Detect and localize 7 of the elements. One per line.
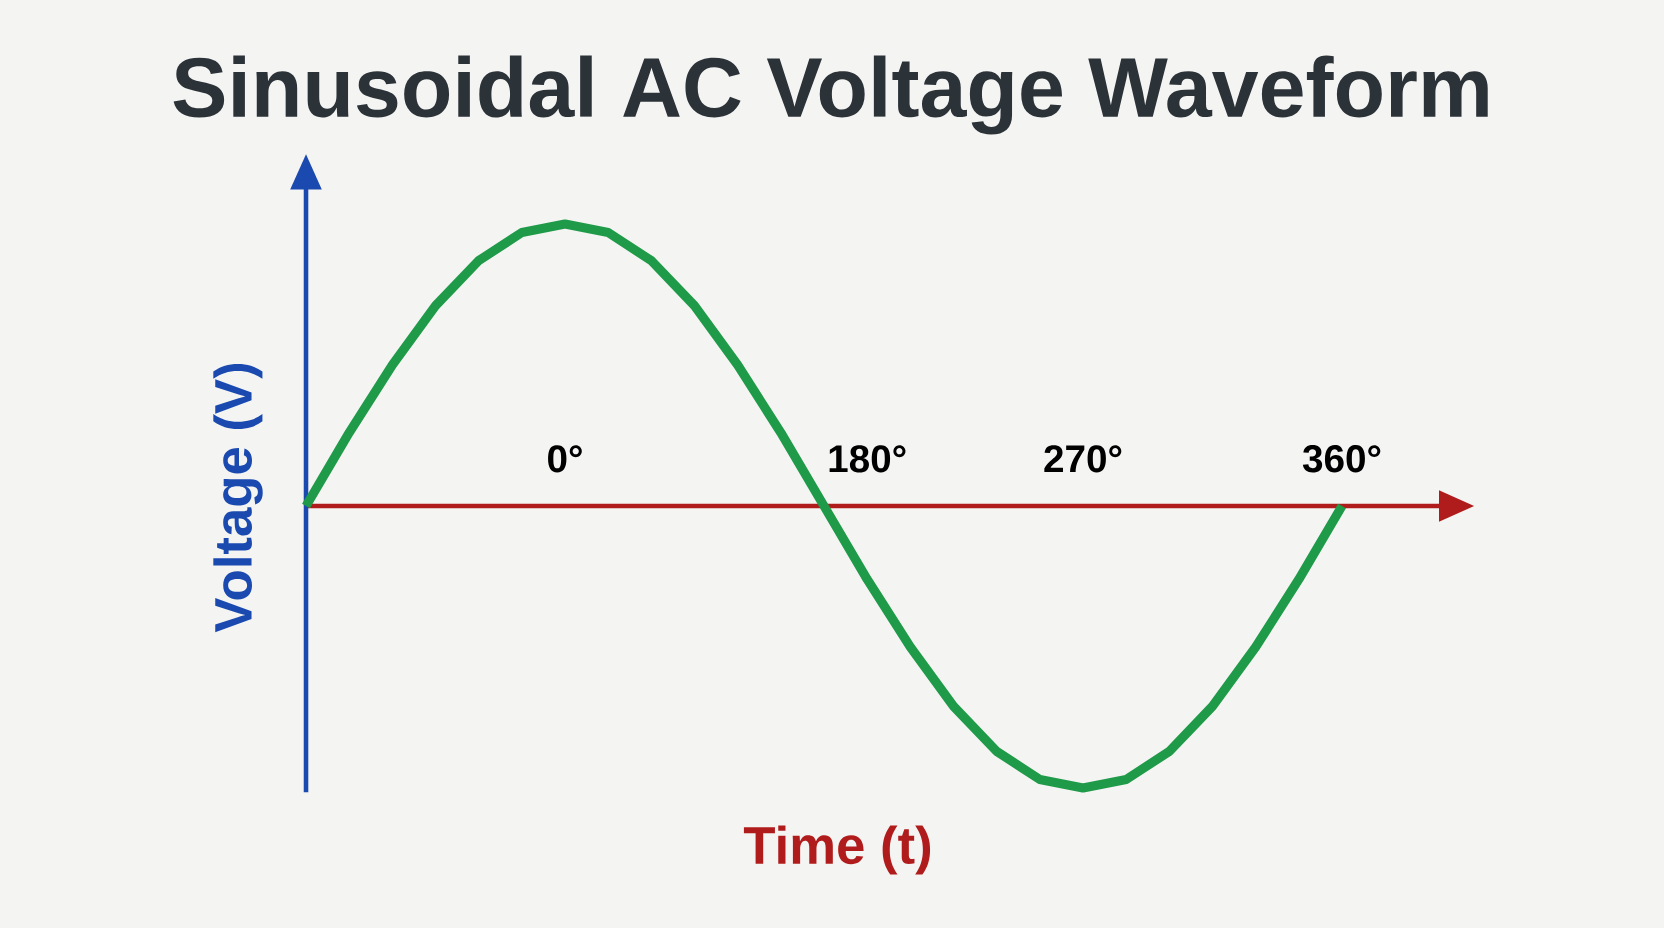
y-axis-title: Voltage (V) — [213, 363, 263, 633]
x-tick-label: 360° — [1302, 445, 1381, 473]
chart-title: Sinusoidal AC Voltage Waveform — [173, 55, 1488, 135]
x-axis-title: Time (t) — [743, 825, 931, 875]
x-tick-label: 270° — [1044, 445, 1122, 473]
x-tick-label: 180° — [829, 445, 906, 473]
x-tick-label: 0° — [548, 445, 582, 473]
